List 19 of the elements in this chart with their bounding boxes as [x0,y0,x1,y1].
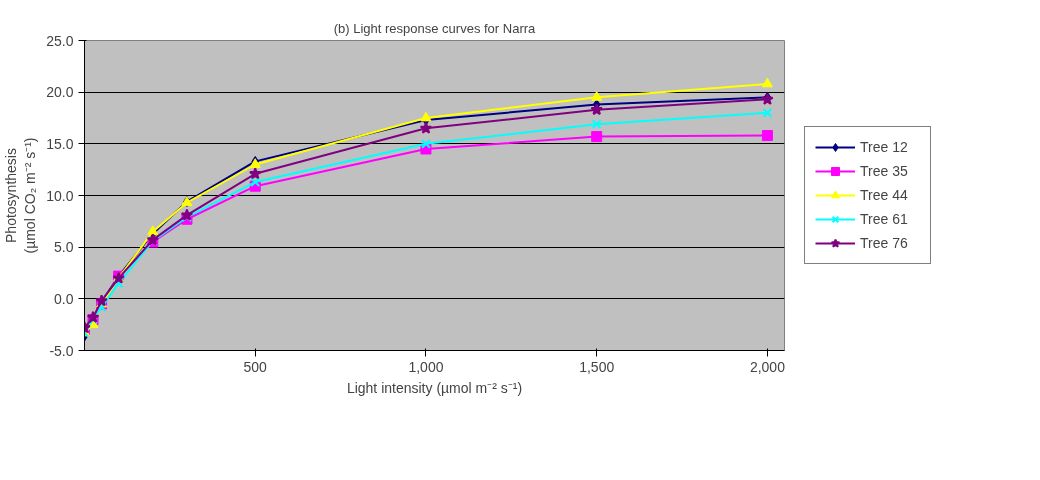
x-axis-title: Light intensity (µmol m⁻² s⁻¹) [346,379,523,396]
legend-label: Tree 76 [860,235,909,251]
x-tick-label: 1,500 [579,358,615,375]
y-axis-title: Photosynthesis (µmol CO₂ m⁻² s⁻¹) [3,137,39,254]
y-tick-label: 10.0 [46,187,74,204]
legend-label: Tree 35 [860,163,909,179]
chart-title: (b) Light response curves for Narra [333,20,537,36]
y-tick-label: 25.0 [46,32,74,49]
x-tick-label: 1,000 [408,358,444,375]
y-tick-label: 15.0 [46,135,74,152]
y-tick-label: 5.0 [54,239,74,256]
y-tick-label: 0.0 [54,290,74,307]
legend-label: Tree 12 [860,139,909,155]
x-tick-label: 500 [243,358,268,375]
y-tick-label: 20.0 [46,84,74,101]
x-tick-label: 2,000 [749,358,786,375]
legend-label: Tree 61 [860,211,909,227]
y-tick-label: -5.0 [49,342,74,359]
legend-label: Tree 44 [860,187,909,203]
